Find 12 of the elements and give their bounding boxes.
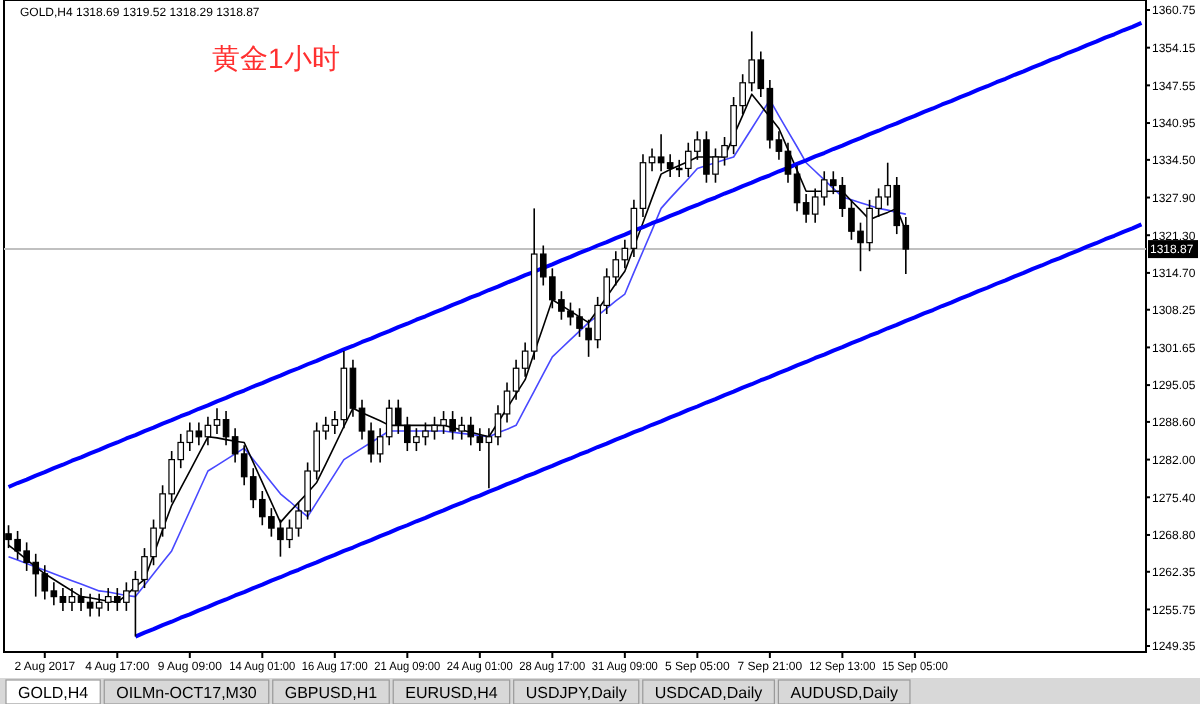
line-series bbox=[133, 222, 1144, 639]
candlestick bbox=[222, 410, 230, 447]
text: EURUSD,H4 bbox=[405, 684, 499, 702]
candlestick bbox=[213, 407, 221, 435]
text: OILMn-OCT17,M30 bbox=[116, 684, 258, 702]
text: GOLD,H4 bbox=[18, 684, 90, 702]
text: AUDUSD,Daily bbox=[790, 684, 898, 702]
text: USDCAD,Daily bbox=[654, 684, 763, 702]
text: GBPUSD,H1 bbox=[284, 684, 379, 702]
line-series bbox=[6, 20, 1144, 489]
text: 黄金1小时 bbox=[212, 42, 340, 74]
text: USDJPY,Daily bbox=[525, 684, 627, 702]
